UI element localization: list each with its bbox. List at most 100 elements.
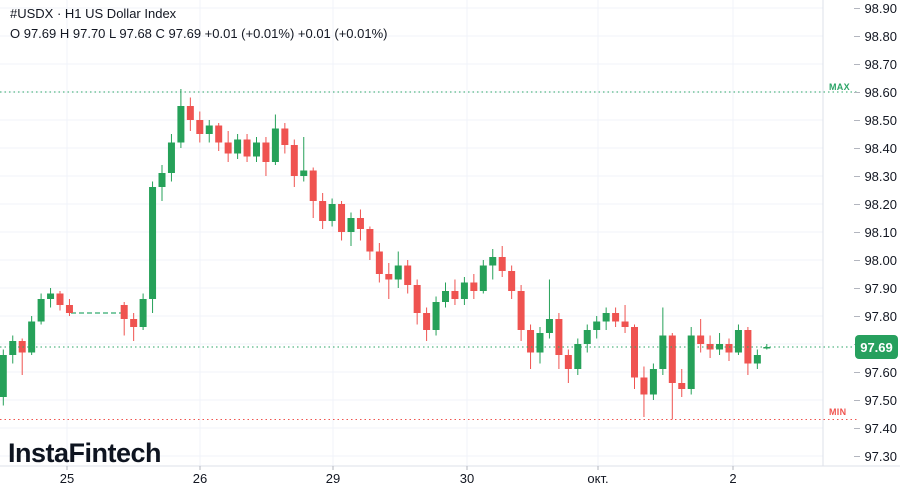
candle-body-down	[725, 344, 733, 353]
candle-body-up	[442, 291, 449, 302]
candle-body-down	[375, 251, 383, 274]
price-label-text: 97.80	[864, 308, 897, 324]
price-axis-label: 97.90	[854, 280, 897, 296]
price-label-text: 98.30	[864, 168, 897, 184]
candle-body-up	[328, 204, 336, 221]
time-axis[interactable]: 25 26 29 30 окт. 2	[0, 466, 900, 490]
price-axis-label: 98.00	[854, 252, 897, 268]
price-tick-dash	[854, 7, 861, 9]
candle-body-up	[300, 170, 308, 176]
candle-body-up	[271, 128, 279, 162]
candle-body-up	[536, 333, 544, 353]
candle-body-down	[470, 282, 478, 291]
ohlc-values: O 97.69 H 97.70 L 97.68 C 97.69 +0.01 (+…	[10, 26, 388, 41]
candle-body-up	[593, 321, 601, 330]
candle-body-up	[460, 282, 468, 299]
candle-body-up	[167, 142, 175, 173]
candle-body-down	[404, 265, 412, 285]
candle-body-up	[583, 330, 591, 344]
candle-body-down	[555, 319, 563, 355]
price-label-text: 98.50	[864, 112, 897, 128]
candle-body-down	[215, 125, 223, 143]
candle-body-up	[47, 293, 55, 299]
price-label-text: 97.50	[864, 392, 897, 408]
candle-body-up	[158, 173, 166, 187]
chart-header: #USDX · H1 US Dollar Index O 97.69 H 97.…	[10, 6, 388, 41]
price-label-text: 97.90	[864, 280, 897, 296]
price-axis-label: 98.20	[854, 196, 897, 212]
candle-body-up	[0, 355, 7, 397]
candle-body-up	[28, 321, 36, 353]
time-axis-label: окт.	[587, 471, 609, 486]
candle-body-up	[139, 299, 147, 327]
candle-body-up	[253, 142, 260, 157]
max-level-label: MAX	[829, 82, 850, 92]
price-axis-label: 98.70	[854, 56, 897, 72]
time-axis-label: 25	[59, 471, 75, 486]
time-axis-label: 29	[325, 471, 341, 486]
price-axis-label: 98.90	[854, 0, 897, 16]
price-axis-label: 98.30	[854, 168, 897, 184]
price-label-text: 97.40	[864, 420, 897, 436]
price-tick-dash	[854, 63, 861, 65]
candle-body-down	[564, 355, 572, 369]
candle-body-down	[640, 377, 648, 395]
candle-body-up	[574, 344, 582, 369]
candle-body-down	[65, 305, 73, 313]
candle-body-down	[527, 330, 535, 353]
candle-body-down	[290, 145, 298, 176]
price-axis-label: 97.60	[854, 364, 897, 380]
price-label-text: 98.70	[864, 56, 897, 72]
price-label-text: 97.30	[864, 448, 897, 464]
candle-body-down	[697, 335, 705, 344]
price-tick-dash	[854, 287, 861, 289]
candle-body-down	[319, 201, 327, 221]
candle-body-up	[753, 355, 761, 364]
candle-body-up	[177, 106, 185, 143]
candle-body-down	[612, 313, 620, 322]
price-label-text: 98.00	[864, 252, 897, 268]
candle-body-up	[479, 265, 487, 291]
candle-body-down	[678, 383, 686, 389]
candle-body-up	[716, 344, 724, 350]
price-axis-label: 98.80	[854, 28, 897, 44]
brand-logo: InstaFintech	[8, 438, 162, 468]
price-axis-label: 98.10	[854, 224, 897, 240]
price-tick-dash	[854, 455, 861, 457]
candle-body-up	[9, 341, 17, 355]
candle-body-down	[281, 128, 289, 145]
candle-body-up	[763, 347, 771, 349]
price-tick-dash	[854, 315, 861, 317]
price-tick-dash	[854, 119, 861, 121]
candle-body-down	[706, 344, 714, 350]
price-tick-dash	[854, 427, 861, 429]
price-label-text: 98.40	[864, 140, 897, 156]
candle-body-up	[659, 335, 667, 369]
candle-body-down	[196, 120, 204, 134]
price-axis-label: 98.50	[854, 112, 897, 128]
candle-body-down	[224, 142, 232, 154]
candle-body-down	[356, 218, 364, 229]
candle-body-down	[309, 170, 317, 201]
time-axis-label: 26	[192, 471, 208, 486]
price-tick-dash	[854, 231, 861, 233]
price-tick-dash	[854, 259, 861, 261]
price-tick-dash	[854, 35, 861, 37]
candle-body-down	[498, 257, 506, 271]
candle-body-down	[508, 271, 516, 291]
price-axis-label: 98.60	[854, 84, 897, 100]
candle-body-down	[186, 106, 194, 120]
candle-body-up	[602, 313, 610, 322]
price-tick-dash	[854, 147, 861, 149]
candle-body-down	[130, 319, 138, 327]
current-price-badge: 97.69	[855, 335, 898, 359]
price-axis[interactable]: 98.90 98.80 98.70 98.60 98.50 98.40 98.30 98.20…	[823, 0, 900, 466]
candle-body-up	[394, 265, 402, 280]
candle-body-down	[451, 291, 459, 299]
candle-body-up	[37, 299, 45, 322]
price-tick-dash	[854, 203, 861, 205]
candle-body-down	[18, 341, 26, 353]
price-axis-label: 97.30	[854, 448, 897, 464]
candle-body-up	[489, 257, 497, 266]
